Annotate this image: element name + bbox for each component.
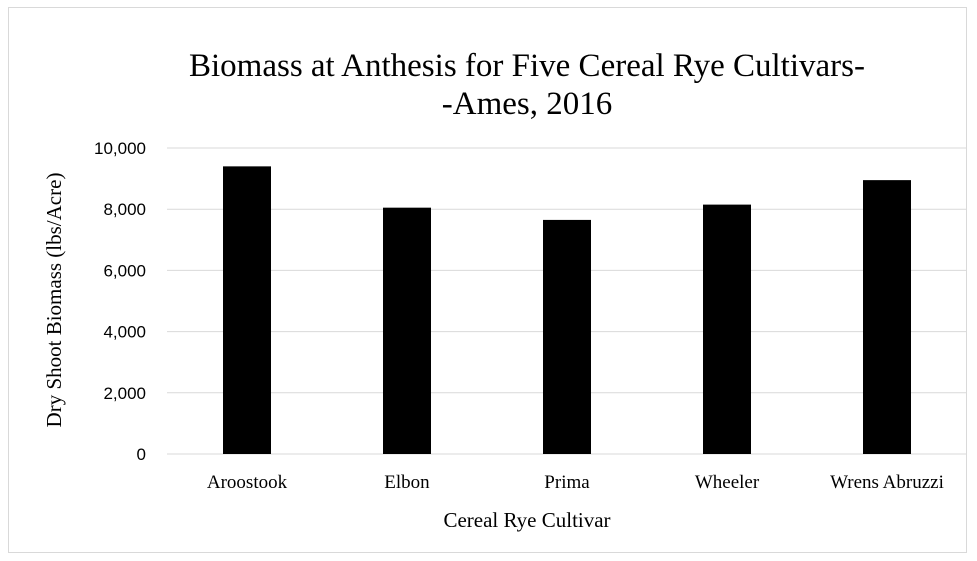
- chart-frame: [8, 7, 967, 553]
- y-tick-label: 2,000: [103, 384, 146, 403]
- y-tick-label: 10,000: [94, 139, 146, 158]
- bar-prima: [543, 219, 591, 454]
- y-tick-label: 4,000: [103, 323, 146, 342]
- bar-wheeler: [703, 204, 751, 454]
- x-tick-label: Aroostook: [207, 472, 288, 493]
- bar-wrens-abruzzi: [863, 180, 911, 454]
- x-axis-ticks: Aroostook Elbon Prima Wheeler Wrens Abruzzi: [207, 472, 944, 493]
- x-tick-label: Prima: [544, 472, 590, 493]
- bar-elbon: [383, 207, 431, 454]
- y-tick-label: 6,000: [103, 261, 146, 280]
- x-tick-label: Wheeler: [695, 472, 760, 493]
- chart-title-line-2: -Ames, 2016: [442, 86, 612, 122]
- x-axis-title: Cereal Rye Cultivar: [443, 508, 610, 532]
- y-axis-ticks: 0 2,000 4,000 6,000 8,000 10,000: [94, 139, 146, 464]
- y-axis-title: Dry Shoot Biomass (lbs/Acre): [42, 173, 66, 428]
- y-tick-label: 0: [137, 445, 146, 464]
- x-tick-label: Elbon: [384, 472, 430, 493]
- bar-aroostook: [223, 166, 271, 455]
- chart-title-line-1: Biomass at Anthesis for Five Cereal Rye …: [189, 48, 865, 84]
- y-tick-label: 8,000: [103, 200, 146, 219]
- x-tick-label: Wrens Abruzzi: [830, 472, 944, 493]
- bars: [223, 166, 911, 455]
